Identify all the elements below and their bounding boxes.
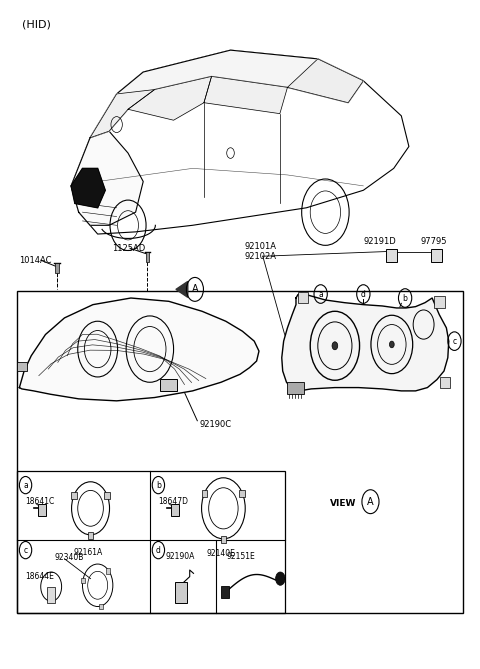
Text: (HID): (HID)	[22, 19, 50, 29]
Text: 92101A: 92101A	[245, 242, 277, 252]
Polygon shape	[128, 76, 212, 120]
Text: 97795: 97795	[420, 237, 447, 246]
Polygon shape	[71, 169, 105, 208]
Circle shape	[276, 572, 285, 585]
Bar	[104, 492, 110, 499]
Bar	[298, 292, 308, 302]
Circle shape	[389, 341, 394, 348]
Bar	[71, 492, 77, 499]
Bar	[433, 296, 445, 308]
Bar	[171, 504, 179, 516]
Polygon shape	[288, 59, 363, 103]
Bar	[106, 568, 110, 573]
Polygon shape	[71, 131, 143, 225]
Text: 92190C: 92190C	[200, 419, 232, 429]
Bar	[145, 252, 149, 262]
Bar	[440, 377, 450, 387]
Text: 1014AC: 1014AC	[19, 256, 52, 265]
Text: 1125AD: 1125AD	[112, 244, 145, 253]
Text: 92140E: 92140E	[207, 549, 236, 559]
Text: 18641C: 18641C	[25, 497, 55, 506]
Bar	[99, 604, 104, 609]
Text: 18644E: 18644E	[25, 572, 54, 581]
Text: d: d	[156, 546, 161, 555]
Polygon shape	[204, 76, 288, 114]
Polygon shape	[19, 298, 259, 401]
Bar	[176, 582, 187, 603]
Bar	[17, 470, 285, 613]
Circle shape	[332, 342, 338, 350]
Text: a: a	[318, 290, 323, 298]
Bar	[88, 533, 94, 539]
Bar	[56, 263, 59, 273]
Text: b: b	[156, 480, 161, 490]
Text: 92191D: 92191D	[363, 237, 396, 246]
Text: c: c	[24, 546, 28, 555]
Bar	[38, 504, 47, 516]
Polygon shape	[282, 294, 449, 391]
Text: a: a	[23, 480, 28, 490]
Text: c: c	[452, 337, 456, 346]
Polygon shape	[71, 50, 409, 234]
Bar	[17, 362, 26, 371]
Bar	[48, 587, 55, 603]
Polygon shape	[90, 50, 363, 138]
Bar	[431, 249, 442, 262]
Text: 92102A: 92102A	[245, 252, 277, 261]
Bar	[220, 536, 226, 543]
Text: 92151E: 92151E	[227, 552, 255, 561]
Text: b: b	[403, 294, 408, 302]
Text: 92161A: 92161A	[74, 548, 103, 557]
Bar	[160, 379, 177, 391]
Bar	[240, 490, 245, 497]
Bar	[17, 292, 463, 613]
Bar	[202, 490, 207, 497]
Text: A: A	[367, 496, 374, 506]
Polygon shape	[90, 90, 155, 138]
Text: 18647D: 18647D	[158, 497, 188, 506]
Bar	[81, 578, 85, 583]
Text: VIEW: VIEW	[330, 499, 357, 508]
Text: 92340B: 92340B	[55, 553, 84, 563]
Text: d: d	[361, 290, 366, 298]
Bar	[220, 586, 229, 598]
Bar	[385, 249, 397, 262]
Text: A: A	[192, 284, 198, 294]
Text: 92190A: 92190A	[166, 552, 195, 561]
Polygon shape	[176, 282, 188, 297]
Bar	[288, 382, 304, 394]
